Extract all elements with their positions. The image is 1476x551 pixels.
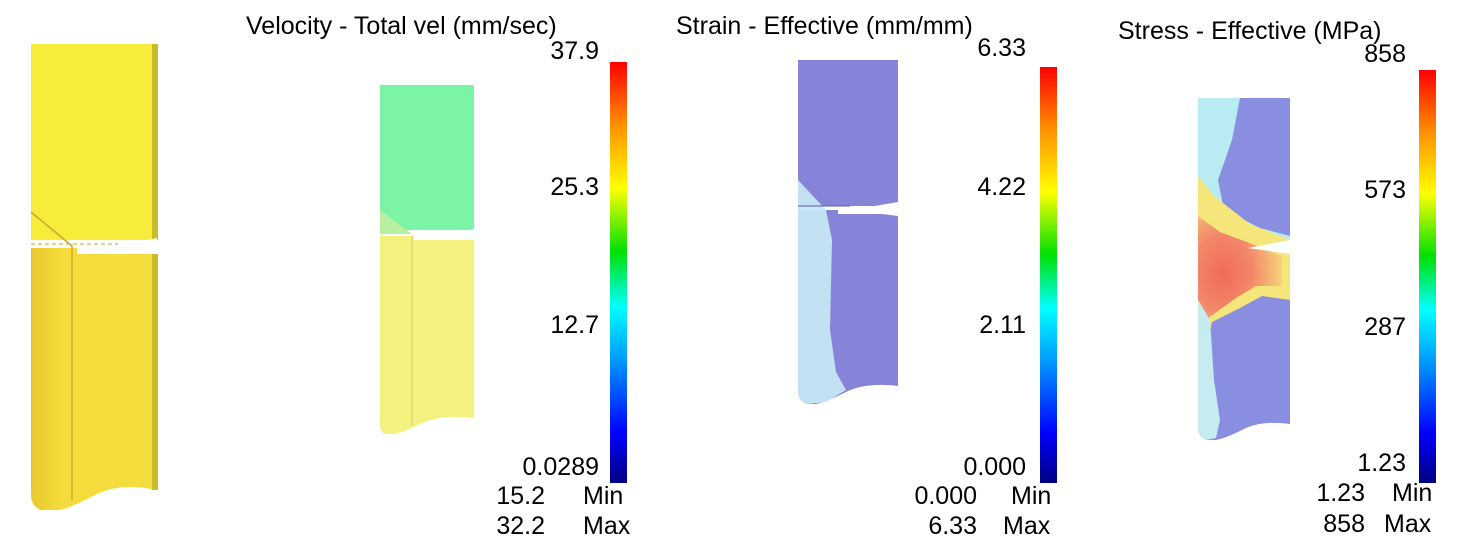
strain-min-value: 0.000 (914, 482, 977, 510)
velocity-title: Velocity - Total vel (mm/sec) (246, 12, 557, 40)
stress-colorbar (1419, 70, 1436, 483)
velocity-part (380, 62, 627, 483)
geometry-lower-edge (152, 254, 158, 490)
strain-shear-band (798, 180, 846, 404)
velocity-max-value: 32.2 (496, 512, 545, 540)
velocity-notch (434, 229, 474, 240)
stress-tick-lower: 287 (1364, 313, 1406, 341)
strain-min-label: Min (1011, 482, 1052, 510)
stress-notch (1248, 240, 1290, 254)
stress-tick-min: 1.23 (1357, 449, 1406, 477)
stress-tick-max: 858 (1364, 40, 1406, 68)
geometry-upper-block (31, 44, 157, 240)
strain-colorbar (1040, 67, 1057, 483)
geometry-lower-block (31, 212, 157, 510)
stress-hot-zone (1198, 216, 1282, 330)
strain-title: Strain - Effective (mm/mm) (676, 12, 973, 40)
velocity-tick-upper: 25.3 (550, 173, 599, 201)
stress-min-value: 1.23 (1316, 479, 1365, 507)
strain-tick-lower: 2.11 (979, 311, 1026, 339)
velocity-min-label: Min (583, 482, 624, 510)
geometry-upper-edge (152, 44, 158, 240)
velocity-tick-min: 0.0289 (522, 453, 599, 481)
velocity-max-label: Max (583, 512, 631, 540)
strain-part (798, 60, 1057, 483)
strain-max-value: 6.33 (928, 512, 977, 540)
strain-tick-upper: 4.22 (977, 173, 1026, 201)
stress-part (1198, 70, 1436, 483)
velocity-tick-max: 37.9 (550, 37, 599, 65)
stress-left-band (1198, 300, 1220, 440)
strain-tick-max: 6.33 (977, 34, 1026, 62)
velocity-min-value: 15.2 (496, 482, 545, 510)
stress-title: Stress - Effective (MPa) (1118, 17, 1382, 45)
strain-max-label: Max (1003, 512, 1051, 540)
velocity-lower-block (380, 210, 474, 434)
geometry-chamfer-line (30, 211, 73, 500)
velocity-colorbar (610, 62, 627, 483)
stress-tick-upper: 573 (1364, 176, 1406, 204)
stress-min-label: Min (1392, 479, 1433, 507)
stress-max-label: Max (1384, 510, 1432, 538)
geometry-part (30, 44, 158, 510)
geometry-notch (110, 238, 157, 255)
strain-notch (852, 202, 898, 216)
strain-tick-min: 0.000 (963, 453, 1026, 481)
strain-upper-block (798, 60, 898, 206)
velocity-upper-block (380, 85, 474, 230)
stress-max-value: 858 (1323, 510, 1365, 538)
velocity-transition (380, 210, 412, 234)
velocity-tick-lower: 12.7 (550, 311, 599, 339)
